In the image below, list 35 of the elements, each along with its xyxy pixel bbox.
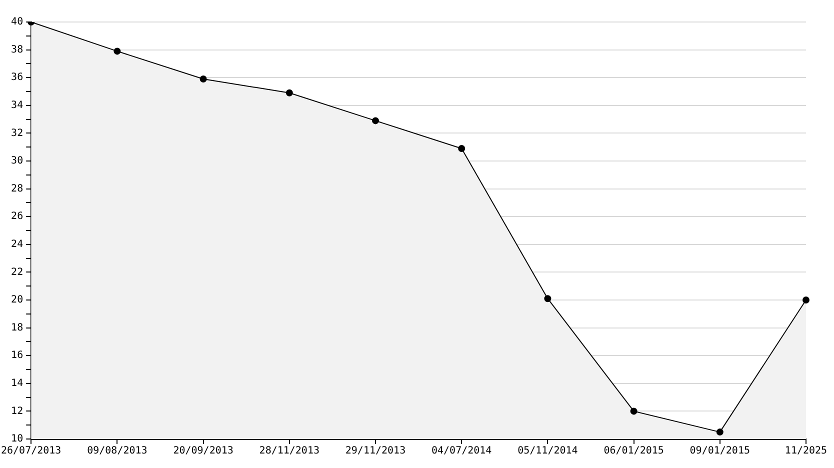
x-tick-label: 05/11/2014 [518,446,578,457]
x-tick-label: 06/01/2015 [604,446,664,457]
x-tick-label: 28/11/2013 [259,446,320,457]
point [716,428,724,436]
y-tick-label: 34 [11,100,24,111]
y-tick-label: 20 [11,294,24,306]
y-tick-label: 16 [11,350,24,362]
point [114,48,121,55]
y-tick-label: 36 [11,72,24,84]
y-tick-label: 24 [11,238,24,250]
point [544,295,552,302]
point [802,296,810,304]
y-tick-label: 38 [11,44,24,56]
y-tick-label: 30 [11,156,24,167]
y-tick-label: 12 [11,406,24,417]
point [200,75,207,82]
x-tick-label: 26/07/2013 [0,446,62,457]
x-tick-label: 20/09/2013 [173,446,234,457]
x-tick-label: 09/08/2013 [87,446,148,457]
point [630,408,638,415]
y-tick-label: 26 [11,211,24,222]
y-tick-label: 18 [11,322,24,334]
x-tick-label: 04/07/2014 [431,446,492,457]
x-tick-label: 29/11/2013 [345,446,406,457]
y-tick-label: 32 [11,128,24,139]
point [372,117,379,124]
point [286,89,293,96]
y-tick-label: 28 [11,183,24,194]
y-tick-label: 10 [11,434,24,445]
x-tick-label: 11/2025 [784,446,828,457]
y-tick-label: 22 [11,266,24,278]
x-tick-label: 09/01/2015 [690,446,750,457]
y-tick-label: 14 [11,378,24,389]
point [458,144,466,152]
y-tick-label: 40 [11,16,24,28]
